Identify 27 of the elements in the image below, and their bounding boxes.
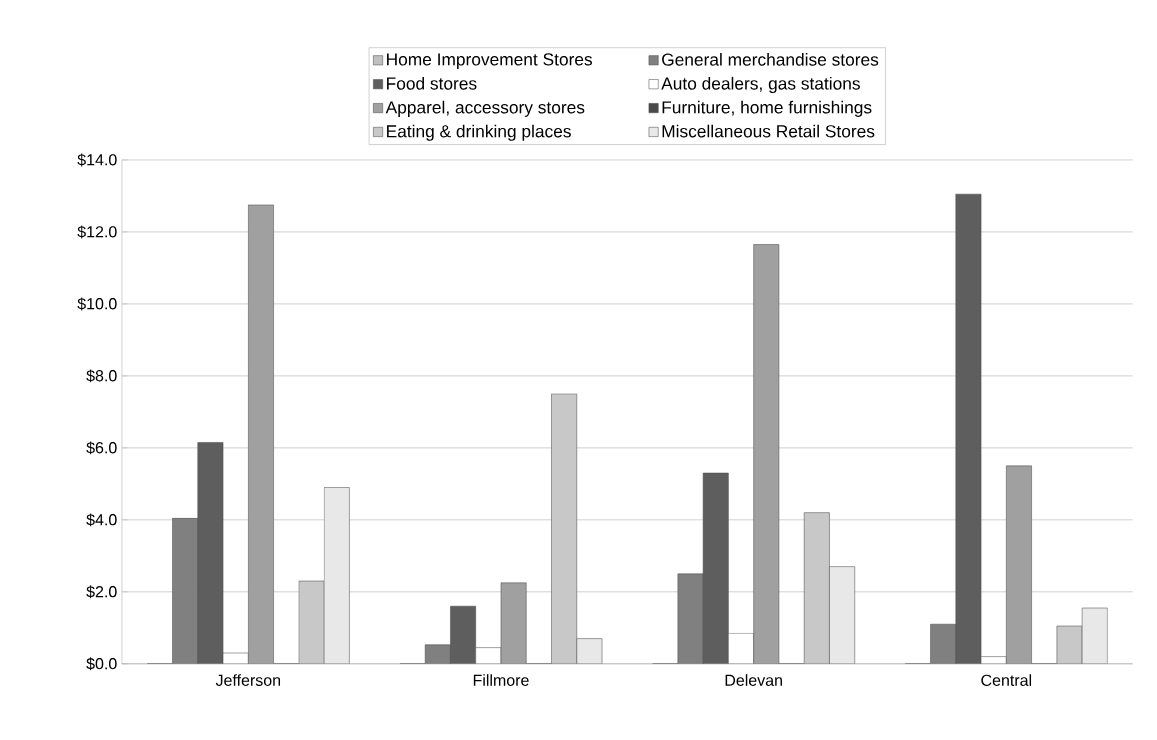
y-tick-label: $12.0	[77, 225, 117, 239]
x-tick-label: Central	[981, 674, 1032, 687]
legend-label: Auto dealers, gas stations	[661, 77, 860, 94]
bar	[197, 442, 224, 664]
legend-label: Eating & drinking places	[387, 124, 571, 141]
y-tick-label: $14.0	[77, 153, 117, 167]
bar	[298, 580, 325, 664]
x-tick-label: Delevan	[725, 674, 782, 687]
legend-label: Miscellaneous Retail Stores	[662, 124, 875, 138]
legend-label: Apparel, accessory stores	[385, 100, 585, 118]
bar	[803, 512, 830, 664]
legend-label: Home Improvement Stores	[387, 53, 593, 70]
bar	[702, 472, 729, 664]
bar	[551, 393, 578, 664]
legend-label: Furniture, home furnishings	[662, 100, 872, 118]
y-tick-label: $0.0	[86, 657, 117, 671]
legend-label: Food stores	[387, 77, 477, 90]
x-tick-label: Jefferson	[215, 674, 281, 687]
y-tick-label: $8.0	[86, 369, 117, 383]
y-tick-label: $6.0	[86, 441, 117, 455]
y-tick-label: $2.0	[86, 585, 117, 599]
y-tick-label: $4.0	[86, 513, 117, 527]
y-tick-label: $10.0	[77, 297, 117, 311]
legend-label: General merchandise stores	[662, 53, 879, 66]
bar	[450, 606, 476, 664]
x-tick-label: Fillmore	[473, 674, 529, 687]
bar	[955, 193, 982, 664]
